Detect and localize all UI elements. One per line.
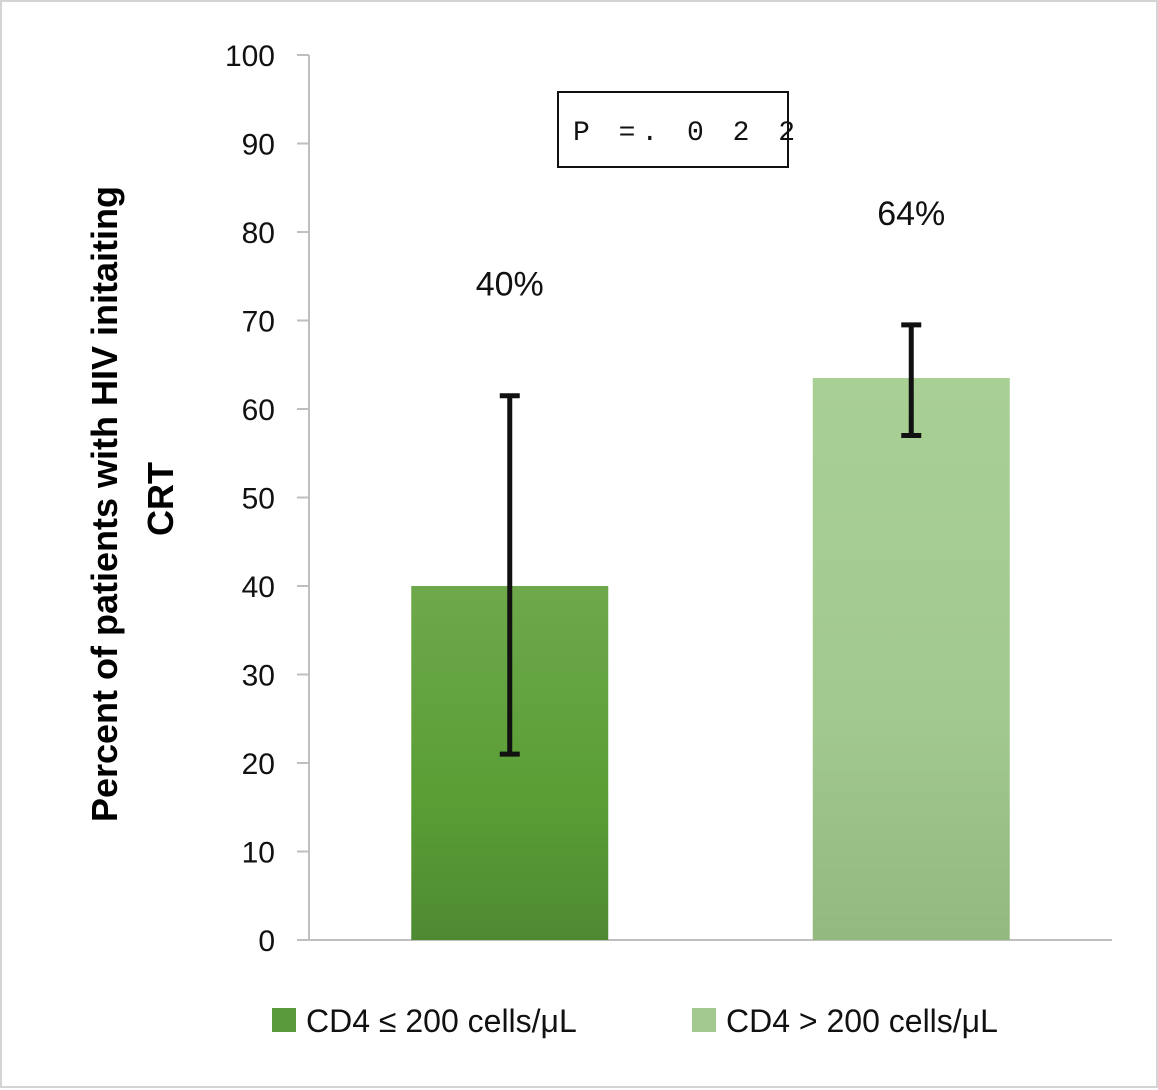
p-value-box [557,91,789,168]
y-axis-label-line-1: Percent of patients with HIV initaiting [84,186,125,822]
error-bar-1 [901,322,922,439]
y-tick-label-1: 10 [242,837,275,870]
legend-label-0: CD4 ≤ 200 cells/μL [306,1003,577,1039]
bar-1 [812,378,1010,940]
legend-swatch-0 [272,1008,296,1032]
p-value-text: P =. 0 2 2 [573,118,801,149]
data-label-0: 40% [476,266,544,304]
error-bar-0 [499,393,520,757]
y-axis-label-line-2: CRT [140,462,181,536]
y-tick-label-9: 90 [242,129,275,162]
y-tick-label-6: 60 [242,394,275,427]
legend-label-1: CD4 > 200 cells/μL [726,1003,998,1039]
y-tick-label-8: 80 [242,217,275,250]
y-tick-label-7: 70 [242,306,275,339]
y-axis-label: Percent of patients with HIV initaiting … [84,176,181,822]
y-tick-label-5: 50 [242,483,275,516]
legend: CD4 ≤ 200 cells/μL CD4 > 200 cells/μL [272,1003,998,1039]
error-bars [499,322,922,757]
y-tick-label-4: 40 [242,571,275,604]
data-label-1: 64% [877,195,945,233]
y-tick-label-0: 0 [258,925,275,958]
legend-swatch-1 [692,1008,716,1032]
bars [411,378,1010,940]
y-tick-label-3: 30 [242,660,275,693]
y-tick-label-10: 100 [225,40,275,73]
p-value-annotation: P =. 0 2 2 [557,91,801,168]
axes: 0 10 20 30 40 50 60 70 80 90 100 [225,40,1112,958]
y-tick-label-2: 20 [242,748,275,781]
data-labels: 40% 64% [476,195,946,304]
